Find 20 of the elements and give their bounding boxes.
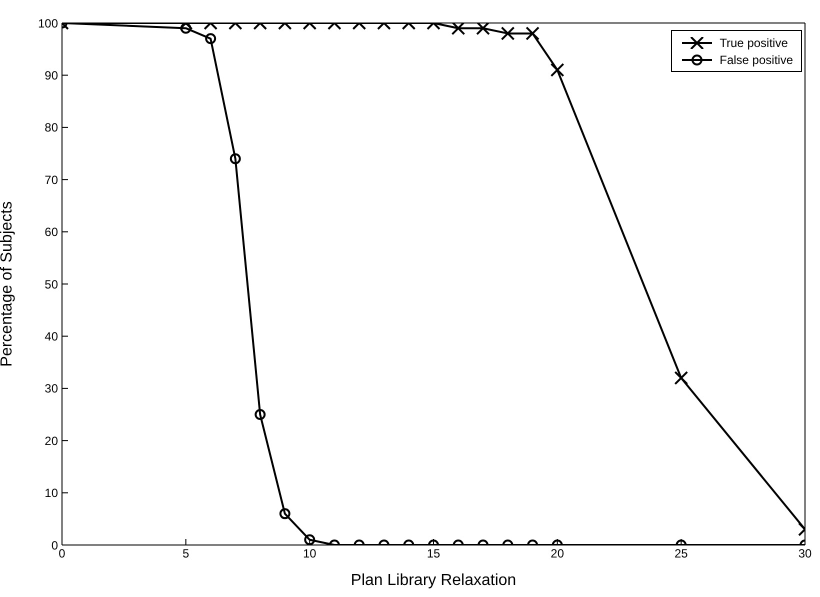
y-tick-label: 30 — [44, 382, 58, 396]
y-tick-label: 80 — [44, 120, 58, 135]
x-tick-label: 15 — [426, 546, 440, 561]
y-tick-label: 60 — [44, 225, 58, 240]
y-tick-label: 40 — [44, 329, 58, 344]
y-tick-label: 100 — [38, 16, 58, 30]
legend-label: False positive — [720, 52, 793, 66]
y-tick-label: 50 — [44, 277, 58, 292]
y-axis-title: Percentage of Subjects — [0, 201, 16, 367]
x-tick-label: 25 — [674, 546, 688, 561]
x-tick-label: 10 — [302, 546, 317, 561]
y-tick-label: 90 — [44, 68, 58, 82]
legend-label: True positive — [720, 36, 788, 50]
x-axis-title: Plan Library Relaxation — [350, 572, 516, 589]
y-tick-label: 20 — [44, 434, 58, 448]
x-tick-label: 30 — [798, 546, 812, 561]
x-tick-label: 20 — [550, 546, 564, 561]
x-tick-label: 5 — [182, 546, 190, 561]
y-tick-label: 10 — [44, 486, 58, 500]
y-tick-label: 70 — [44, 172, 58, 187]
